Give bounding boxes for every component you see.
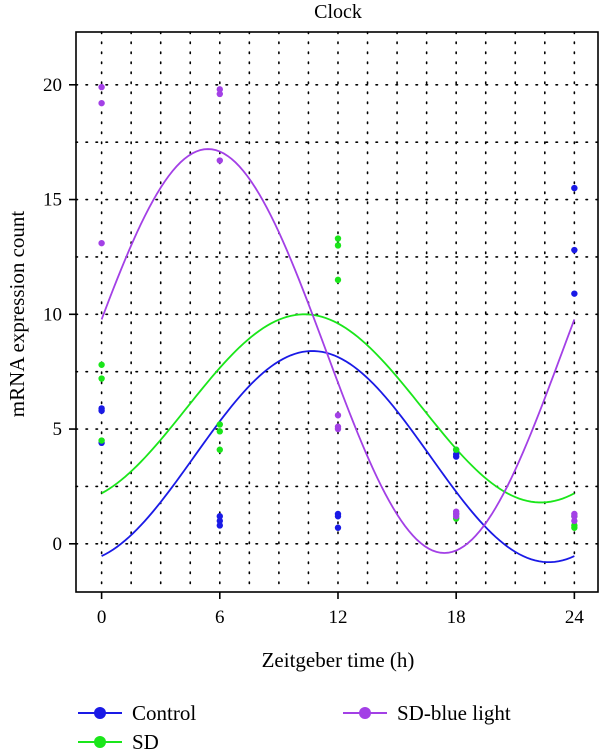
data-point — [571, 290, 578, 297]
data-point — [216, 522, 223, 529]
data-point — [98, 437, 105, 444]
x-tick-label: 12 — [328, 607, 347, 628]
legend-label: SD-blue light — [397, 701, 511, 725]
legend-label: SD — [132, 730, 159, 754]
legend-marker — [94, 707, 106, 719]
data-point — [216, 421, 223, 428]
data-point — [216, 446, 223, 453]
data-point — [216, 513, 223, 520]
data-points — [98, 83, 578, 531]
fit-curve — [101, 350, 575, 564]
y-tick-label: 20 — [43, 75, 62, 96]
legend-marker — [94, 736, 106, 748]
data-point — [98, 83, 105, 91]
data-point — [452, 446, 460, 453]
data-point — [571, 513, 578, 520]
data-point — [334, 513, 342, 520]
data-point — [98, 99, 105, 107]
y-tick-label: 0 — [53, 534, 63, 555]
x-tick-label: 0 — [97, 607, 107, 628]
data-point — [571, 246, 578, 254]
y-tick-label: 15 — [43, 190, 62, 211]
y-tick-label: 5 — [53, 419, 63, 440]
fit-curve — [101, 313, 575, 504]
data-point — [216, 90, 223, 98]
data-point — [216, 428, 223, 435]
chart-title: Clock — [314, 1, 362, 23]
data-point — [98, 239, 105, 247]
fit-curves — [100, 148, 576, 564]
data-point — [571, 184, 578, 192]
data-point — [216, 517, 223, 525]
legend-marker — [359, 707, 371, 719]
y-tick-label: 10 — [43, 304, 62, 325]
data-point — [334, 524, 342, 531]
x-axis-label: Zeitgeber time (h) — [262, 648, 415, 672]
x-tick-label: 24 — [565, 607, 585, 628]
data-point — [98, 361, 105, 368]
data-point — [334, 276, 342, 284]
data-point — [571, 517, 578, 525]
plot-frame — [75, 31, 599, 593]
axis-ticks: 0 6 12 18 24 0 5 10 15 20 — [43, 75, 584, 628]
data-point — [216, 157, 223, 164]
fit-curve — [100, 148, 576, 554]
x-tick-label: 18 — [447, 607, 466, 628]
data-point — [452, 513, 460, 520]
grid — [75, 31, 599, 593]
data-point — [334, 235, 342, 242]
data-point — [334, 242, 342, 249]
legend: Control SD SD-blue light — [78, 701, 511, 754]
data-point — [571, 524, 578, 531]
data-point — [216, 86, 223, 93]
data-point — [334, 412, 342, 419]
legend-label: Control — [132, 701, 196, 725]
data-point — [452, 453, 460, 460]
x-tick-label: 6 — [215, 607, 225, 628]
data-point — [334, 425, 342, 433]
y-axis-label: mRNA expression count — [5, 211, 29, 418]
data-point — [98, 375, 105, 382]
data-point — [98, 407, 105, 414]
